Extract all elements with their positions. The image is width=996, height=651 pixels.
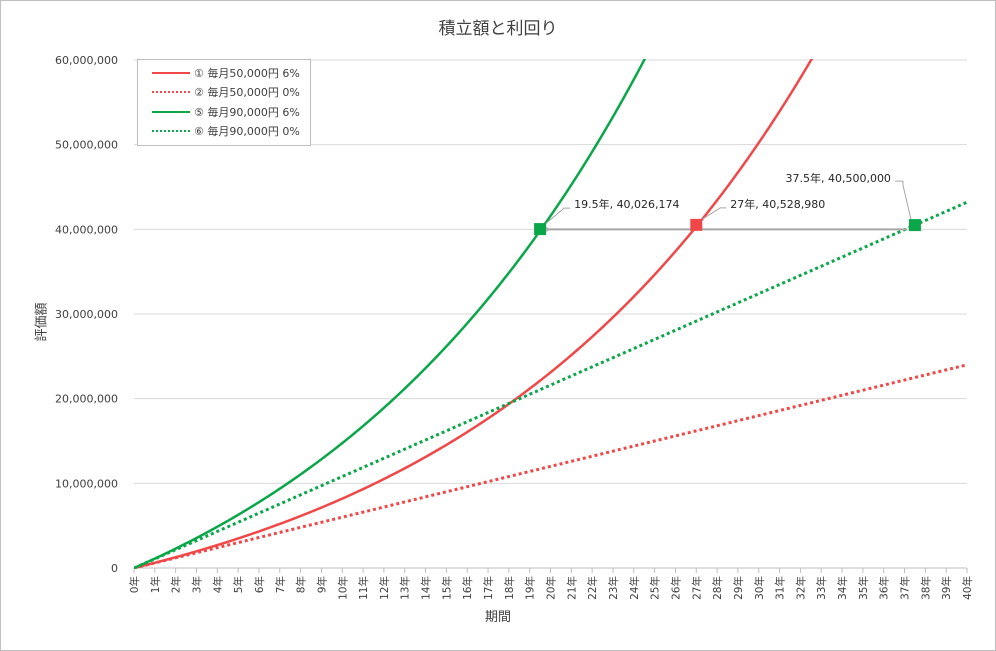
- x-tick-label: 40年: [961, 576, 974, 600]
- y-tick-label: 40,000,000: [55, 223, 118, 236]
- data-label: 27年, 40,528,980: [730, 197, 825, 211]
- x-tick-label: 15年: [440, 576, 453, 600]
- x-tick-label: 20年: [545, 576, 558, 600]
- x-tick-label: 27年: [690, 576, 703, 600]
- legend-label: ⑤ 毎月90,000円 6%: [194, 106, 300, 119]
- x-tick-label: 19年: [524, 576, 537, 600]
- x-tick-label: 4年: [211, 576, 224, 593]
- series-line-3: [134, 59, 647, 569]
- legend-swatch: [152, 72, 190, 74]
- data-marker: [908, 219, 921, 232]
- legend-swatch: [152, 91, 190, 93]
- series-line-2: [134, 363, 968, 569]
- series-line-4: [134, 200, 968, 569]
- x-tick-label: 39年: [940, 576, 953, 600]
- x-tick-label: 31年: [774, 576, 787, 600]
- legend-swatch: [152, 111, 190, 113]
- label-leader-line: [894, 180, 912, 220]
- x-tick-label: 38年: [919, 576, 932, 600]
- x-tick-label: 8年: [295, 576, 308, 593]
- legend-label: ⑥ 毎月90,000円 0%: [194, 125, 300, 138]
- data-label: 19.5年, 40,026,174: [574, 197, 679, 211]
- x-tick-label: 22年: [586, 576, 599, 600]
- x-tick-label: 35年: [857, 576, 870, 600]
- x-tick-label: 28年: [711, 576, 724, 600]
- data-marker: [690, 218, 703, 231]
- series-line-1: [134, 59, 814, 569]
- x-tick-label: 10年: [336, 576, 349, 600]
- y-tick-label: 0: [111, 562, 118, 575]
- legend-label: ② 毎月50,000円 0%: [194, 86, 300, 99]
- x-tick-label: 25年: [649, 576, 662, 600]
- legend: ① 毎月50,000円 6% ② 毎月50,000円 0% ⑤ 毎月90,000…: [137, 59, 311, 146]
- x-tick-label: 29年: [732, 576, 745, 600]
- x-tick-label: 11年: [357, 576, 370, 600]
- x-tick-label: 24年: [628, 576, 641, 600]
- x-tick-label: 7年: [274, 576, 287, 593]
- legend-swatch: [152, 130, 190, 132]
- legend-item: ② 毎月50,000円 0%: [152, 83, 300, 101]
- x-tick-label: 3年: [190, 576, 203, 593]
- x-tick-label: 16年: [461, 576, 474, 600]
- data-marker: [534, 223, 547, 236]
- x-tick-label: 12年: [378, 576, 391, 600]
- x-tick-label: 36年: [878, 576, 891, 600]
- x-tick-label: 5年: [232, 576, 245, 593]
- x-tick-label: 2年: [170, 576, 183, 593]
- data-label: 37.5年, 40,500,000: [785, 171, 890, 185]
- y-tick-label: 10,000,000: [55, 477, 118, 490]
- x-tick-label: 37年: [899, 576, 912, 600]
- x-tick-label: 0年: [128, 576, 141, 593]
- x-tick-label: 30年: [753, 576, 766, 600]
- series-group: [134, 59, 968, 569]
- x-tick-label: 18年: [503, 576, 516, 600]
- x-tick-label: 1年: [149, 576, 162, 593]
- x-tick-label: 23年: [607, 576, 620, 600]
- y-tick-label: 50,000,000: [55, 139, 118, 152]
- x-tick-label: 6年: [253, 576, 266, 593]
- x-tick-label: 21年: [565, 576, 578, 600]
- x-tick-label: 26年: [669, 576, 682, 600]
- x-tick-label: 32年: [794, 576, 807, 600]
- label-leader-line: [544, 207, 571, 225]
- legend-item: ① 毎月50,000円 6%: [152, 64, 300, 82]
- legend-label: ① 毎月50,000円 6%: [194, 67, 300, 80]
- x-tick-label: 33年: [815, 576, 828, 600]
- x-tick-label: 14年: [420, 576, 433, 600]
- x-tick-label: 13年: [399, 576, 412, 600]
- x-tick-label: 34年: [836, 576, 849, 600]
- y-tick-label: 60,000,000: [55, 54, 118, 67]
- chart-title: 積立額と利回り: [438, 19, 558, 39]
- legend-item: ⑤ 毎月90,000円 6%: [152, 103, 300, 121]
- x-tick-label: 9年: [315, 576, 328, 593]
- legend-item: ⑥ 毎月90,000円 0%: [152, 122, 300, 140]
- x-axis-label: 期間: [484, 610, 511, 625]
- y-tick-label: 30,000,000: [55, 308, 118, 321]
- x-tick-label: 17年: [482, 576, 495, 600]
- y-tick-label: 20,000,000: [55, 393, 118, 406]
- label-leader-line: [701, 207, 727, 221]
